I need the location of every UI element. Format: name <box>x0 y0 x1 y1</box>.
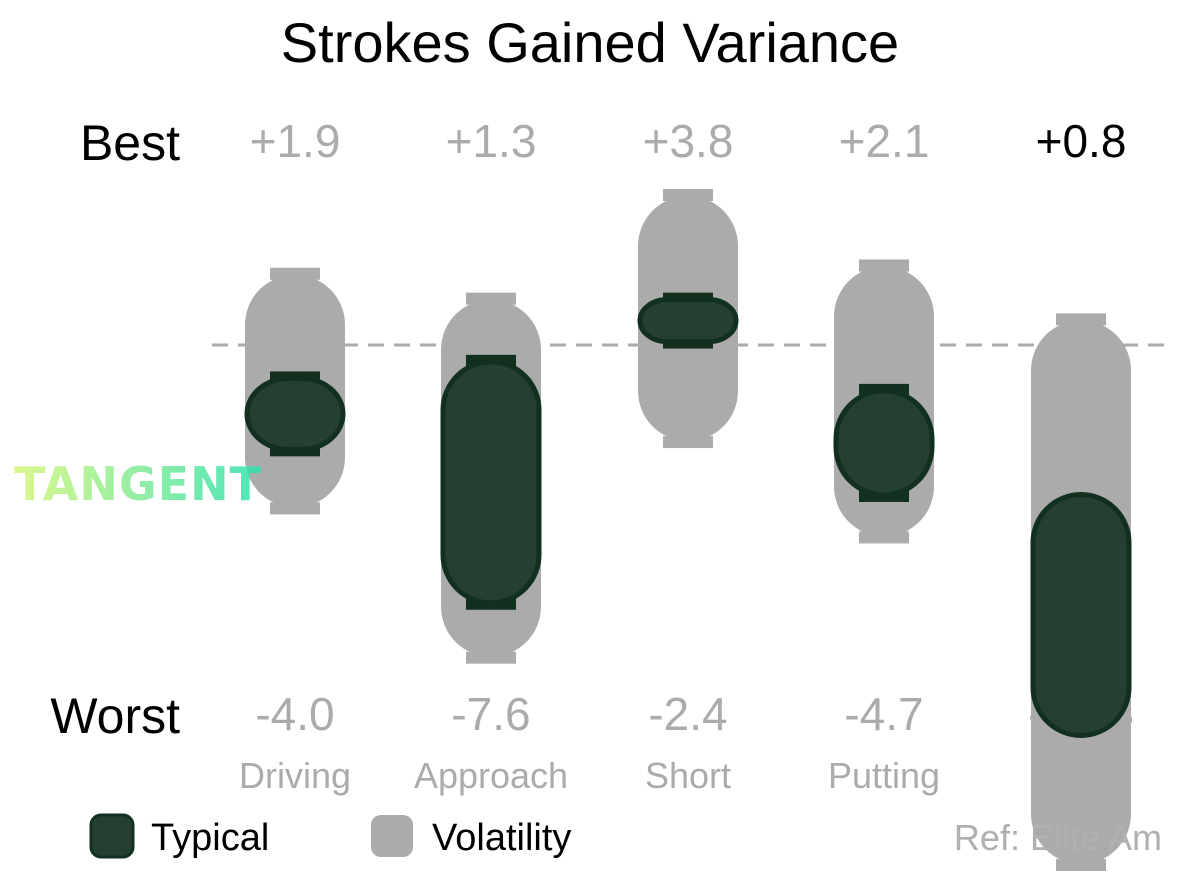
typical-bar-short <box>637 297 739 345</box>
worst-value-approach: -7.6 <box>451 688 530 740</box>
best-value-approach: +1.3 <box>446 115 537 167</box>
worst-value-putting: -4.7 <box>844 688 923 740</box>
category-label-approach: Approach <box>414 755 568 796</box>
typical-bar-putting <box>833 388 935 498</box>
typical-bar-approach <box>440 359 542 606</box>
value-labels: +1.9 -4.0 Driving +1.3 -7.6 Approach +3.8 -2.4 S… <box>239 115 1133 864</box>
worst-row-label: Worst <box>50 688 180 744</box>
typical-bar-total <box>1030 492 1132 738</box>
worst-value-driving: -4.0 <box>255 688 334 740</box>
category-label-driving: Driving <box>239 755 351 796</box>
best-value-total: +0.8 <box>1036 115 1127 167</box>
watermark-logo: TANGENT <box>14 457 262 511</box>
chart-title: Strokes Gained Variance <box>281 11 899 74</box>
best-value-putting: +2.1 <box>839 115 930 167</box>
legend-swatch-typical <box>89 813 135 859</box>
best-value-driving: +1.9 <box>250 115 341 167</box>
legend-label-typical: Typical <box>151 817 269 859</box>
range-bars <box>244 189 1106 871</box>
category-label-putting: Putting <box>828 755 940 796</box>
best-row-label: Best <box>80 115 180 171</box>
legend-label-volatility: Volatility <box>432 817 571 859</box>
legend: Typical Volatility <box>89 813 571 859</box>
typical-bar-driving <box>244 375 346 452</box>
reference-label: Ref: Elite Am <box>954 817 1162 858</box>
category-label-short: Short <box>645 755 731 796</box>
legend-swatch-volatility <box>371 815 413 857</box>
best-value-short: +3.8 <box>643 115 734 167</box>
worst-value-short: -2.4 <box>648 688 727 740</box>
